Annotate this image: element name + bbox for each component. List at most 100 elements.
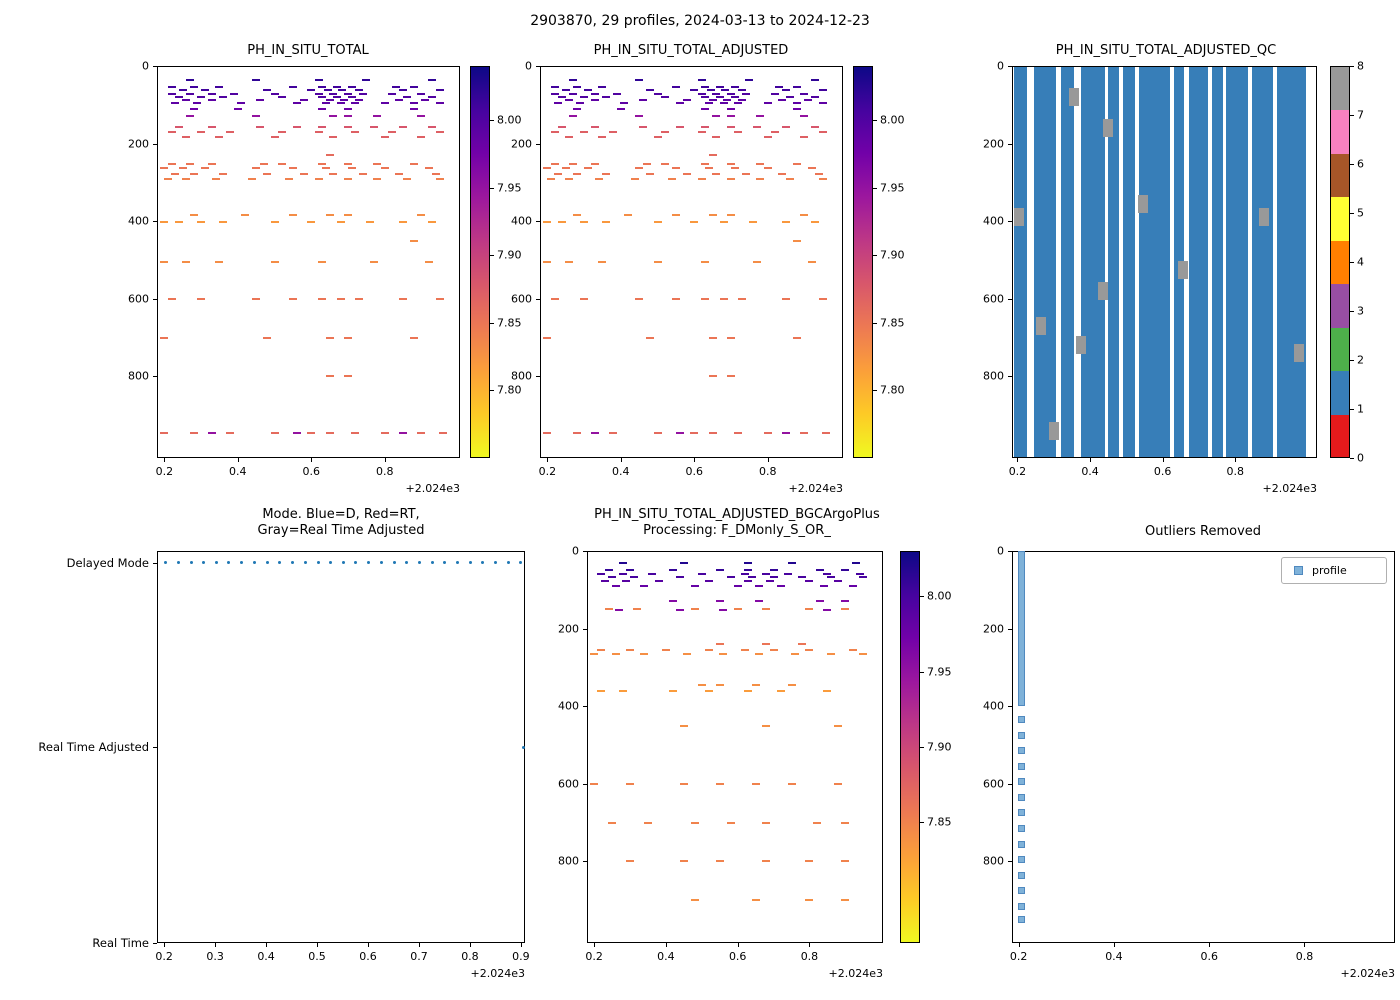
legend: profile [1281,557,1387,584]
y-tick-label: 0 [525,59,532,73]
ph-dash [755,584,764,587]
ph-dash [653,431,662,434]
ph-dash [428,78,437,81]
ph-dash [682,99,691,102]
y-tick [153,143,157,145]
ph-dash [417,214,426,217]
x-tick-label: 0.4 [257,950,275,963]
ph-dash [197,297,206,300]
ph-dash [602,96,611,99]
mode-dot [316,561,320,565]
x-tick-label: 0.8 [461,950,479,963]
qc-colorbar-segment [1330,66,1350,111]
y-tick [583,706,587,708]
ph-dash [609,431,618,434]
ph-dash [701,107,710,110]
ph-dash [756,162,765,165]
ph-dash [417,115,426,118]
colorbar-tick [920,671,924,673]
ph-dash [787,782,796,785]
ph-dash [726,821,735,824]
mode-dot [456,561,460,565]
ph-dash [730,96,739,99]
y-tick [1008,221,1012,223]
ph-dash [782,431,791,434]
colorbar-tick [1350,311,1354,312]
qc8-patch [1177,260,1188,279]
colorbar-tick-label: 7.80 [880,383,905,397]
x-tick-label: 0.9 [512,950,530,963]
mode-dot [291,561,295,565]
ph-dash [395,172,404,175]
ph-dash [318,96,327,99]
ph-dash [751,899,760,902]
ph-dash [167,92,176,95]
ph-dash [701,162,710,165]
ph-dash [550,86,559,89]
y-category-label: Delayed Mode [66,555,149,570]
ph-dash [654,580,663,583]
ph-dash [550,162,559,165]
ph-dash [793,239,802,242]
ph-dash [435,178,444,181]
ph-dash [811,78,820,81]
ph-dash [435,89,444,92]
colorbar-tick-label: 7 [1357,108,1364,122]
ph-dash [738,99,746,102]
colorbar-tick-label: 7.90 [927,740,952,754]
y-tick [1008,783,1012,785]
colorbar-tick [1350,66,1354,67]
ph-dash [712,135,721,138]
ph-dash [591,92,600,95]
ph-dash [715,643,724,646]
ph-dash [697,78,706,81]
ph-dash [740,572,749,575]
ph-dash [676,576,685,579]
ph-dash [208,162,217,165]
qc-colorbar-segment [1330,196,1350,241]
ph-dash [402,96,411,99]
mode-dot [417,561,421,565]
ph-dash [591,99,600,102]
colorbar-tick-label: 7.90 [497,248,522,262]
ph-dash [410,107,419,110]
ph-dash [787,683,796,686]
colorbar-tick-label: 8.00 [880,113,905,127]
ph-dash [543,431,552,434]
ph-dash [708,336,717,339]
ph-dash [318,126,327,129]
ph-dash [769,648,778,651]
mode-dot [379,561,383,565]
ph-dash [590,652,599,655]
ph-dash [580,221,589,224]
ph-dash [635,115,644,118]
ph-dash [676,608,685,611]
ph-dash [435,130,444,133]
x-tick-label: 0.8 [800,950,819,963]
ph-dash [755,600,764,603]
ph-dash [428,126,437,129]
ph-dash [399,431,408,434]
ph-dash [373,178,382,181]
x-tick [1235,458,1237,462]
ph-dash [186,162,195,165]
ph-dash [270,135,279,138]
ph-dash [712,172,721,175]
ph-dash [230,92,239,95]
ph-dash [715,600,724,603]
ph-dash [597,689,606,692]
ph-dash [660,162,669,165]
y-tick-label: 0 [572,544,579,558]
ph-dash [841,899,850,902]
ph-dash [708,154,717,157]
ph-dash [351,130,360,133]
ph-dash [314,78,323,81]
ph-dash [270,221,279,224]
ph-dash [640,652,649,655]
x-tick [311,458,313,462]
y-tick-label: 200 [511,137,532,151]
ph-dash [197,96,206,99]
qc8-patch [1014,208,1025,227]
ph-dash [325,214,334,217]
ph-dash [816,600,825,603]
